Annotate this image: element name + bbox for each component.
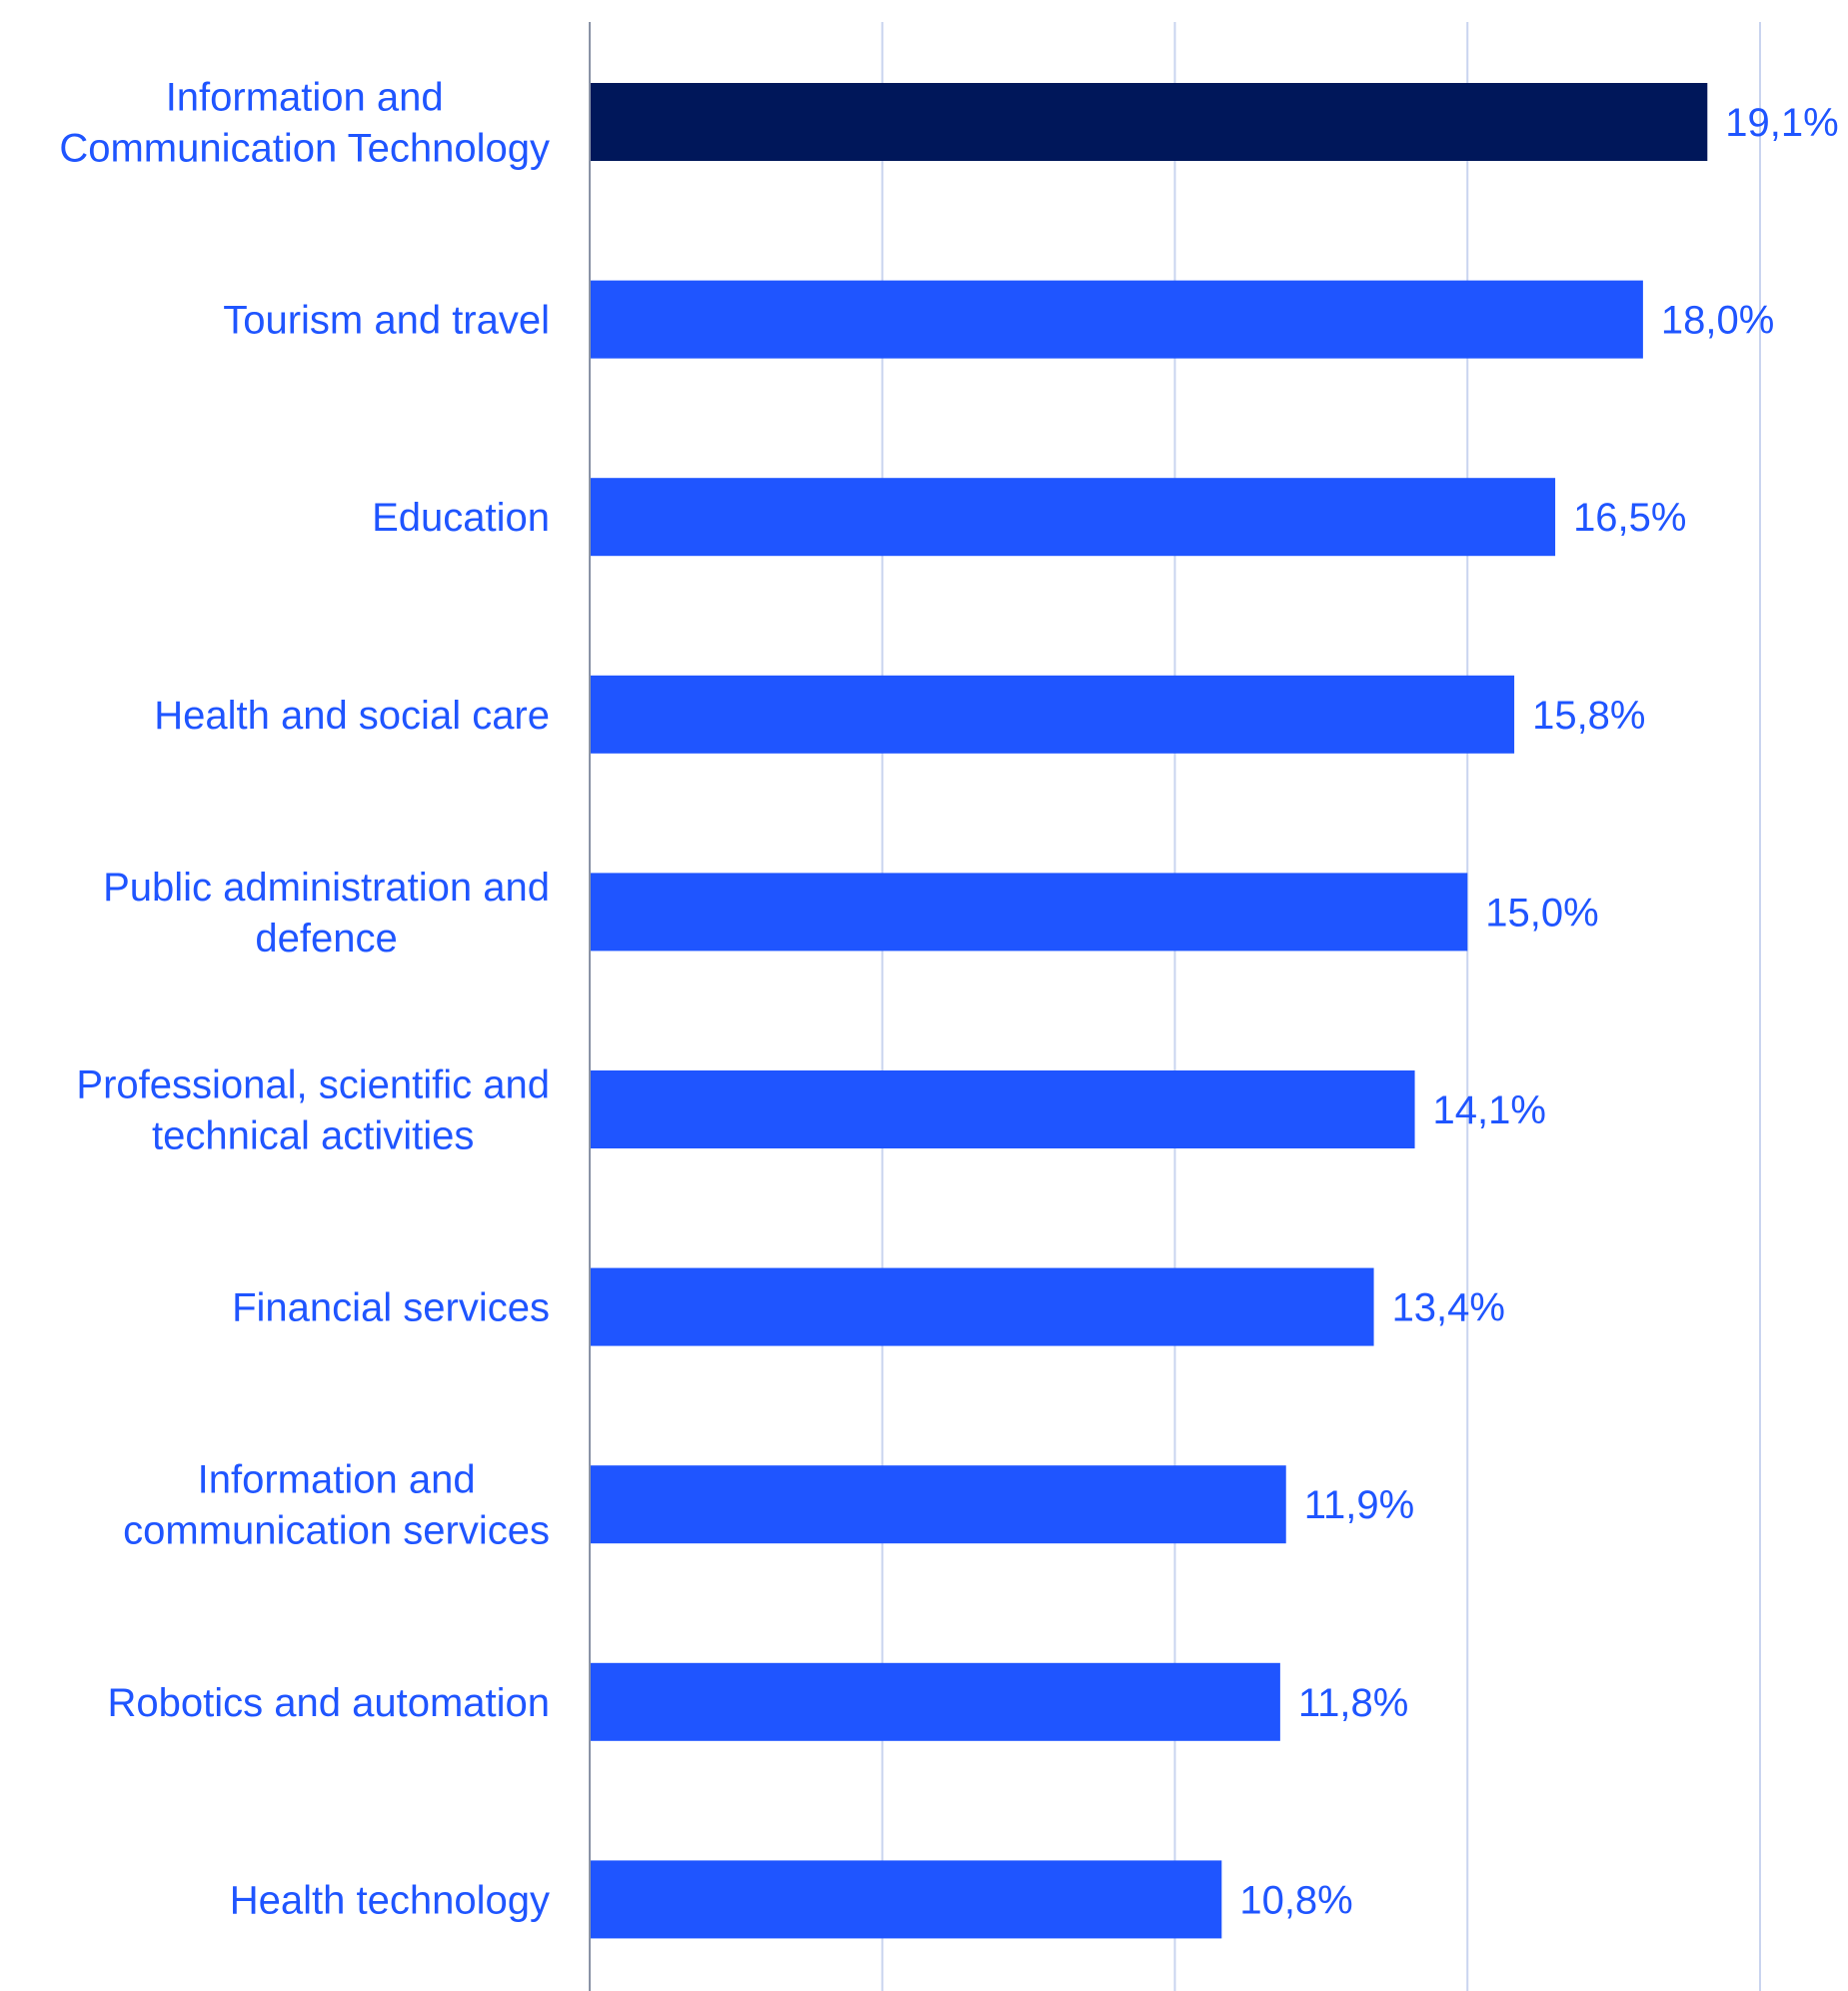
category-label: Health technology — [230, 1878, 550, 1922]
value-label: 11,9% — [1304, 1483, 1414, 1527]
category-label: Information and Communication Technology — [59, 76, 550, 171]
bar — [591, 1465, 1286, 1544]
bar — [591, 1267, 1374, 1346]
category-label: Information and communication services — [123, 1458, 550, 1553]
category-label-line: Information and — [198, 1458, 476, 1502]
category-label-line: defence — [255, 917, 397, 961]
value-label: 18,0% — [1661, 299, 1774, 343]
value-label: 15,0% — [1485, 891, 1598, 935]
category-label-line: Education — [372, 496, 550, 540]
value-label: 14,1% — [1433, 1088, 1546, 1132]
category-label: Public administration and defence — [103, 866, 550, 961]
category-label: Education — [372, 496, 550, 540]
category-label-line: Information and — [166, 76, 444, 120]
category-label-line: Health technology — [230, 1878, 550, 1922]
bar — [591, 280, 1643, 359]
bar — [591, 1662, 1280, 1741]
category-label: Financial services — [232, 1286, 550, 1330]
value-label: 13,4% — [1392, 1286, 1505, 1330]
value-label: 16,5% — [1573, 496, 1686, 540]
category-label: Tourism and travel — [223, 299, 550, 343]
bar — [591, 1860, 1222, 1939]
bar — [591, 675, 1515, 754]
value-label: 10,8% — [1239, 1878, 1352, 1922]
category-label: Robotics and automation — [108, 1681, 551, 1725]
category-label: Health and social care — [154, 694, 550, 738]
bar — [591, 83, 1708, 161]
category-label-line: Robotics and automation — [108, 1681, 551, 1725]
bars — [591, 83, 1708, 1939]
category-label-line: Tourism and travel — [223, 299, 550, 343]
category-labels: Information and Communication Technology T… — [59, 76, 550, 1923]
category-label-line: Health and social care — [154, 694, 550, 738]
category-label-line: Professional, scientific and — [76, 1063, 550, 1107]
category-label-line: Financial services — [232, 1286, 550, 1330]
value-label: 19,1% — [1725, 101, 1838, 145]
value-label: 15,8% — [1532, 694, 1645, 738]
value-labels: 19,1% 18,0% 16,5% 15,8% 15,0% 14,1% 13,4% 11,9%… — [1239, 101, 1838, 1922]
bar — [591, 873, 1468, 952]
value-label: 11,8% — [1298, 1681, 1408, 1725]
category-label: Professional, scientific and technical ac… — [76, 1063, 550, 1158]
category-label-line: Communication Technology — [59, 127, 550, 171]
bar — [591, 478, 1556, 557]
category-label-line: technical activities — [152, 1114, 474, 1158]
category-label-line: communication services — [123, 1509, 550, 1553]
category-label-line: Public administration and — [103, 866, 550, 910]
bar — [591, 1070, 1415, 1148]
